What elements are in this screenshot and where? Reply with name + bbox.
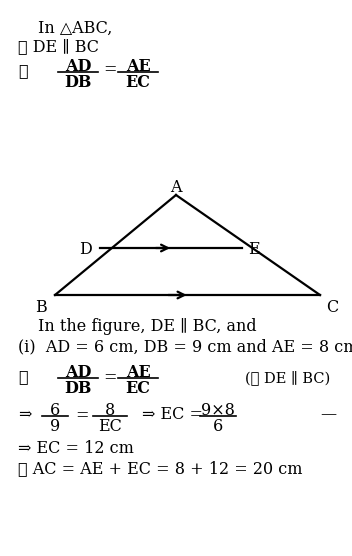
- Text: EC: EC: [98, 418, 122, 435]
- Text: AE: AE: [126, 364, 150, 381]
- Text: AE: AE: [126, 58, 150, 75]
- Text: ∴ DE ∥ BC: ∴ DE ∥ BC: [18, 38, 99, 55]
- Text: ∴: ∴: [18, 62, 27, 79]
- Text: ⇒: ⇒: [18, 406, 31, 423]
- Text: E: E: [248, 241, 260, 259]
- Text: B: B: [35, 299, 47, 316]
- Text: =: =: [103, 370, 117, 386]
- Text: ⇒ EC =: ⇒ EC =: [142, 406, 203, 423]
- Text: ∴: ∴: [18, 368, 27, 385]
- Text: 8: 8: [105, 402, 115, 419]
- Text: (i)  AD = 6 cm, DB = 9 cm and AE = 8 cm: (i) AD = 6 cm, DB = 9 cm and AE = 8 cm: [18, 338, 352, 355]
- Text: In the figure, DE ∥ BC, and: In the figure, DE ∥ BC, and: [38, 318, 257, 335]
- Text: In △ABC,: In △ABC,: [38, 20, 112, 37]
- Text: 6: 6: [50, 402, 60, 419]
- Text: A: A: [170, 179, 182, 196]
- Text: EC: EC: [126, 74, 151, 91]
- Text: 6: 6: [213, 418, 223, 435]
- Text: —: —: [320, 406, 336, 423]
- Text: =: =: [75, 408, 89, 424]
- Text: DB: DB: [64, 380, 92, 397]
- Text: 9×8: 9×8: [201, 402, 235, 419]
- Text: C: C: [326, 299, 338, 316]
- Text: D: D: [79, 241, 92, 259]
- Text: (∴ DE ∥ BC): (∴ DE ∥ BC): [245, 371, 330, 385]
- Text: AD: AD: [65, 364, 91, 381]
- Text: ∴ AC = AE + EC = 8 + 12 = 20 cm: ∴ AC = AE + EC = 8 + 12 = 20 cm: [18, 460, 302, 477]
- Text: 9: 9: [50, 418, 60, 435]
- Text: AD: AD: [65, 58, 91, 75]
- Text: DB: DB: [64, 74, 92, 91]
- Text: EC: EC: [126, 380, 151, 397]
- Text: =: =: [103, 62, 117, 78]
- Text: ⇒ EC = 12 cm: ⇒ EC = 12 cm: [18, 440, 134, 457]
